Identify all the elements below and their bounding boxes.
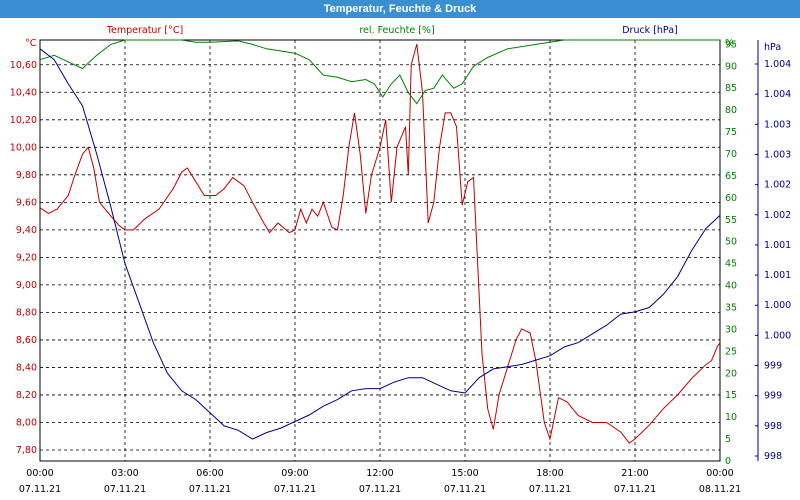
temperature-axis-unit: °C <box>25 38 37 49</box>
humidity-tick-label: 0 <box>725 456 731 467</box>
temperature-tick-label: 10,00 <box>10 142 37 153</box>
window-title: Temperatur, Feuchte & Druck <box>0 0 800 18</box>
x-tick-date: 08.11.21 <box>699 484 741 495</box>
humidity-tick-label: 35 <box>725 303 737 314</box>
humidity-tick-label: 70 <box>725 149 737 160</box>
humidity-tick-label: 80 <box>725 105 737 116</box>
pressure-tick-label: 1.001 <box>764 240 791 251</box>
x-tick-date: 07.11.21 <box>274 484 316 495</box>
pressure-tick-label: 1.003 <box>764 149 791 160</box>
humidity-tick-label: 85 <box>725 83 737 94</box>
series-line-humidity <box>39 39 720 105</box>
humidity-tick-label: 45 <box>725 259 737 270</box>
humidity-tick-label: 95 <box>725 39 737 50</box>
x-tick-time: 21:00 <box>621 468 648 479</box>
legend-entry: Druck [hPa] <box>622 25 678 36</box>
pressure-tick-label: 1.003 <box>764 119 791 130</box>
humidity-axis-unit: % <box>725 38 734 49</box>
line-chart: 00:00 07.11.21 03:00 07.11.21 06:00 07.11.21 0… <box>10 25 791 495</box>
x-tick-time: 00:00 <box>26 468 53 479</box>
x-tick-date: 07.11.21 <box>19 484 61 495</box>
pressure-tick-label: 1.000 <box>764 330 791 341</box>
x-tick-time: 12:00 <box>366 468 393 479</box>
humidity-tick-label: 5 <box>725 434 731 445</box>
humidity-tick-label: 30 <box>725 324 737 335</box>
temperature-tick-label: 8,80 <box>16 307 37 318</box>
humidity-tick-label: 40 <box>725 281 737 292</box>
humidity-tick-label: 60 <box>725 193 737 204</box>
pressure-tick-label: 1.002 <box>764 210 791 221</box>
pressure-tick-label: 998 <box>764 451 782 462</box>
temperature-tick-label: 8,60 <box>16 335 37 346</box>
temperature-tick-label: 8,20 <box>16 390 37 401</box>
temperature-tick-label: 9,80 <box>16 170 37 181</box>
temperature-tick-label: 8,40 <box>16 362 37 373</box>
humidity-tick-label: 20 <box>725 368 737 379</box>
x-tick-date: 07.11.21 <box>359 484 401 495</box>
humidity-tick-label: 50 <box>725 237 737 248</box>
pressure-tick-label: 1.002 <box>764 180 791 191</box>
pressure-tick-label: 1.004 <box>764 89 791 100</box>
x-tick-time: 15:00 <box>451 468 478 479</box>
temperature-tick-label: 10,60 <box>10 60 37 71</box>
pressure-tick-label: 1.004 <box>764 59 791 70</box>
series-line-temperature <box>39 43 721 444</box>
humidity-tick-label: 15 <box>725 390 737 401</box>
x-tick-time: 09:00 <box>281 468 308 479</box>
humidity-tick-label: 10 <box>725 412 737 423</box>
x-tick-date: 07.11.21 <box>104 484 146 495</box>
x-tick-time: 00:00 <box>706 468 733 479</box>
x-tick-date: 07.11.21 <box>444 484 486 495</box>
temperature-tick-label: 9,40 <box>16 225 37 236</box>
pressure-tick-label: 999 <box>764 391 782 402</box>
temperature-tick-label: 8,00 <box>16 417 37 428</box>
legend-entry: rel. Feuchte [%] <box>359 25 434 36</box>
humidity-tick-label: 90 <box>725 61 737 72</box>
humidity-tick-label: 55 <box>725 215 737 226</box>
series-line-pressure <box>39 48 721 440</box>
x-tick-time: 18:00 <box>536 468 563 479</box>
temperature-tick-label: 7,80 <box>16 445 37 456</box>
humidity-tick-label: 75 <box>725 127 737 138</box>
pressure-axis-unit: hPa <box>764 42 781 53</box>
temperature-tick-label: 9,60 <box>16 197 37 208</box>
temperature-tick-label: 9,00 <box>16 280 37 291</box>
temperature-tick-label: 10,40 <box>10 87 37 98</box>
x-tick-date: 07.11.21 <box>189 484 231 495</box>
legend-entry: Temperatur [°C] <box>106 25 183 36</box>
pressure-tick-label: 999 <box>764 361 782 372</box>
x-tick-time: 06:00 <box>196 468 223 479</box>
temperature-tick-label: 10,20 <box>10 115 37 126</box>
humidity-tick-label: 65 <box>725 171 737 182</box>
pressure-tick-label: 1.001 <box>764 270 791 281</box>
x-tick-date: 07.11.21 <box>529 484 571 495</box>
x-tick-date: 07.11.21 <box>614 484 656 495</box>
pressure-tick-label: 1.000 <box>764 300 791 311</box>
pressure-tick-label: 998 <box>764 421 782 432</box>
x-tick-time: 03:00 <box>111 468 138 479</box>
humidity-tick-label: 25 <box>725 346 737 357</box>
temperature-tick-label: 9,20 <box>16 252 37 263</box>
